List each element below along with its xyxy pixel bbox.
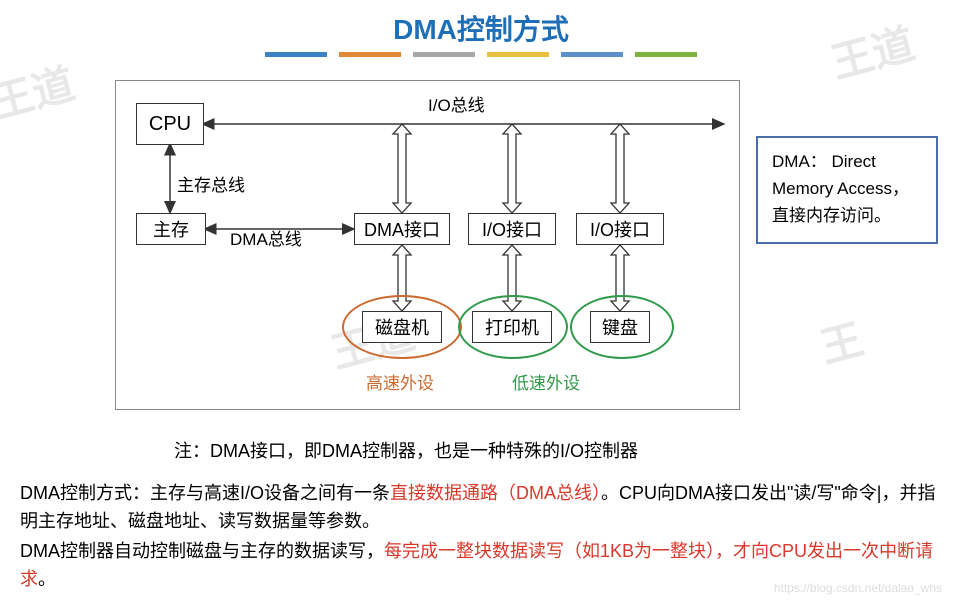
node-mem: 主存 <box>136 213 206 245</box>
p1a: DMA控制方式：主存与高速I/O设备之间有一条 <box>20 483 390 503</box>
p2a: DMA控制器自动控制磁盘与主存的数据读写， <box>20 541 384 561</box>
node-cpu: CPU <box>136 103 204 145</box>
label-hispeed: 高速外设 <box>366 369 434 394</box>
watermark-url: https://blog.csdn.net/dalao_whs <box>774 581 942 595</box>
p1b: 直接数据通路（DMA总线） <box>390 483 601 503</box>
label-dmabus: DMA总线 <box>230 225 302 250</box>
node-dmaif: DMA接口 <box>354 213 450 245</box>
ellipse-0 <box>342 295 462 359</box>
info-line2: Memory Access， <box>772 175 922 202</box>
info-line3: 直接内存访问。 <box>772 202 922 229</box>
diagram-note: 注：DMA接口，即DMA控制器，也是一种特殊的I/O控制器 <box>174 437 638 463</box>
ellipse-2 <box>570 295 674 359</box>
node-ioif1: I/O接口 <box>468 213 556 245</box>
info-line1: DMA： Direct <box>772 148 922 175</box>
p2b: 每完成一整块数据读写（如1KB为一整块） <box>384 541 715 561</box>
label-iobus: I/O总线 <box>428 91 485 116</box>
title-underline <box>265 52 697 57</box>
ellipse-1 <box>458 295 568 359</box>
label-membus: 主存总线 <box>177 171 245 196</box>
label-lospeed: 低速外设 <box>512 369 580 394</box>
p2d: 。 <box>38 569 56 589</box>
page-title: DMA控制方式 <box>0 8 962 48</box>
dma-info-box: DMA： Direct Memory Access， 直接内存访问。 <box>756 136 938 244</box>
dma-diagram: CPU主存DMA接口I/O接口I/O接口磁盘机打印机键盘I/O总线主存总线DMA… <box>115 80 740 410</box>
arrow-layer <box>116 81 739 409</box>
paragraph-1: DMA控制方式：主存与高速I/O设备之间有一条直接数据通路（DMA总线）。CPU… <box>20 480 942 536</box>
node-ioif2: I/O接口 <box>576 213 664 245</box>
